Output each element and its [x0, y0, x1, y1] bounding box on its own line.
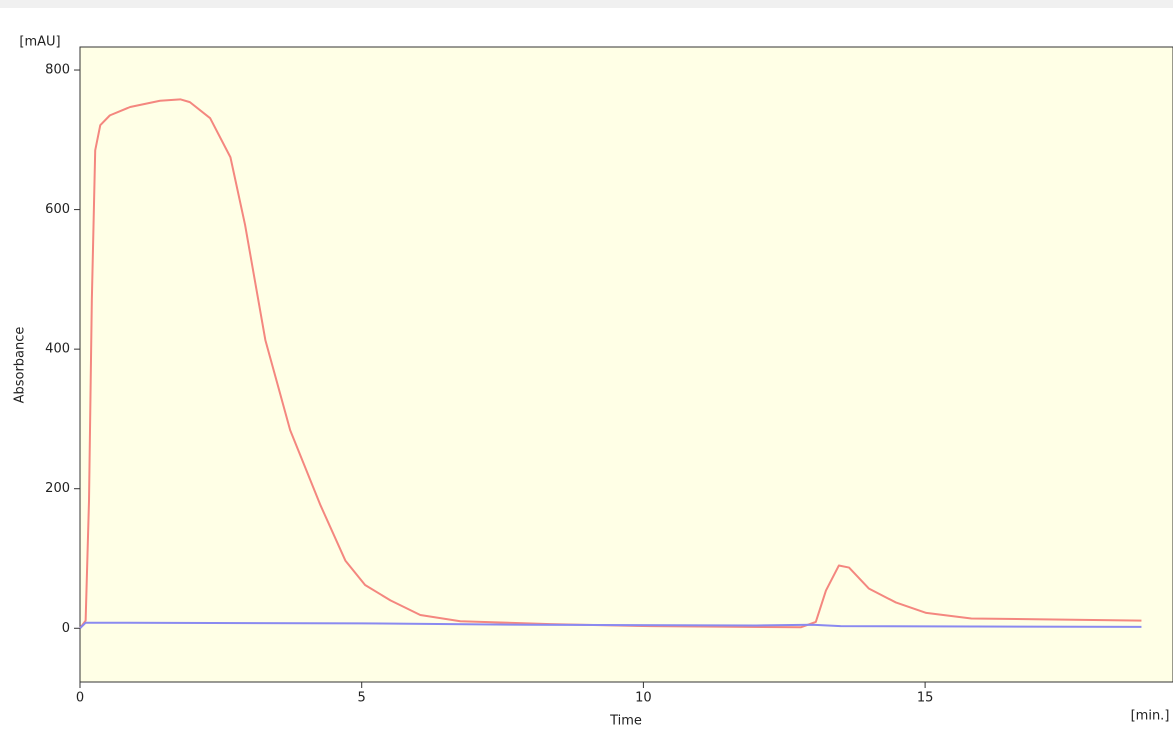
x-tick-label: 10: [635, 691, 652, 706]
y-tick-label: 600: [45, 202, 70, 217]
x-tick-label: 15: [917, 691, 934, 706]
trace: [79, 621, 1142, 629]
y-unit: [mAU]: [19, 35, 60, 50]
y-tick-label: 200: [45, 481, 70, 496]
y-axis-label: Absorbance: [13, 327, 28, 404]
x-tick-label: 0: [76, 691, 84, 706]
y-tick-label: 400: [45, 342, 70, 357]
x-unit: [min.]: [1131, 709, 1170, 724]
x-tick-label: 5: [358, 691, 366, 706]
y-tick-label: 0: [62, 621, 70, 636]
top-strip: [0, 0, 1173, 8]
x-axis-label: Time: [609, 714, 642, 729]
trace: [79, 98, 1142, 629]
plot-area: [79, 46, 1173, 683]
y-tick-label: 800: [45, 63, 70, 78]
